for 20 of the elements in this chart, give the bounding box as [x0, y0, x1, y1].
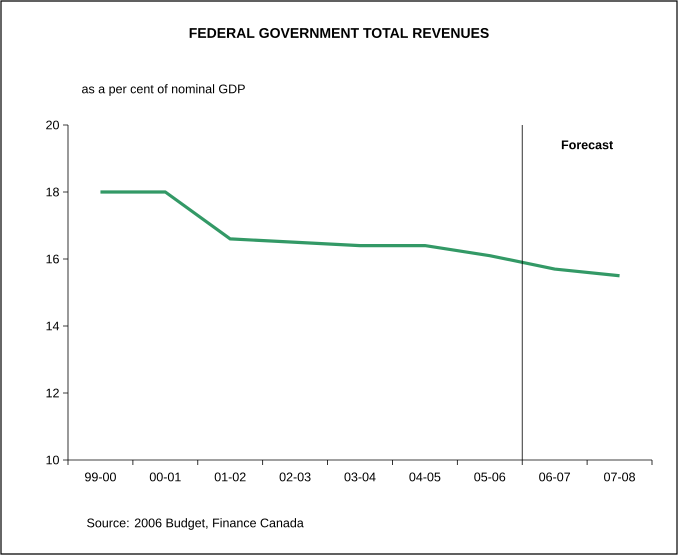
- line-series: [98, 190, 622, 278]
- y-tick-label: 12: [46, 388, 59, 398]
- y-tick-label: 16: [46, 254, 59, 264]
- y-tick-label: 20: [46, 120, 59, 130]
- x-tick-label: 01-02: [214, 472, 246, 482]
- x-tick-label: 99-00: [85, 472, 116, 482]
- x-tick-label: 04-05: [409, 472, 440, 482]
- chart-subtitle: as a per cent of nominal GDP: [82, 84, 245, 96]
- x-tick-label: 02-03: [280, 472, 311, 482]
- x-tick-label: 05-06: [474, 472, 506, 482]
- x-tick-label: 00-01: [150, 472, 181, 482]
- y-tick-label: 10: [46, 456, 59, 464]
- x-tick-label: 06-07: [539, 472, 570, 482]
- source-note: Source: 2006 Budget, Finance Canada: [87, 518, 304, 530]
- annotation: Forecast: [562, 140, 614, 150]
- y-tick-label: 18: [46, 188, 59, 196]
- y-tick-label: 14: [46, 322, 60, 330]
- chart-title: FEDERAL GOVERNMENT TOTAL REVENUES: [190, 28, 489, 38]
- x-tick-label: 07-08: [604, 472, 635, 482]
- x-tick-label: 03-04: [344, 472, 376, 482]
